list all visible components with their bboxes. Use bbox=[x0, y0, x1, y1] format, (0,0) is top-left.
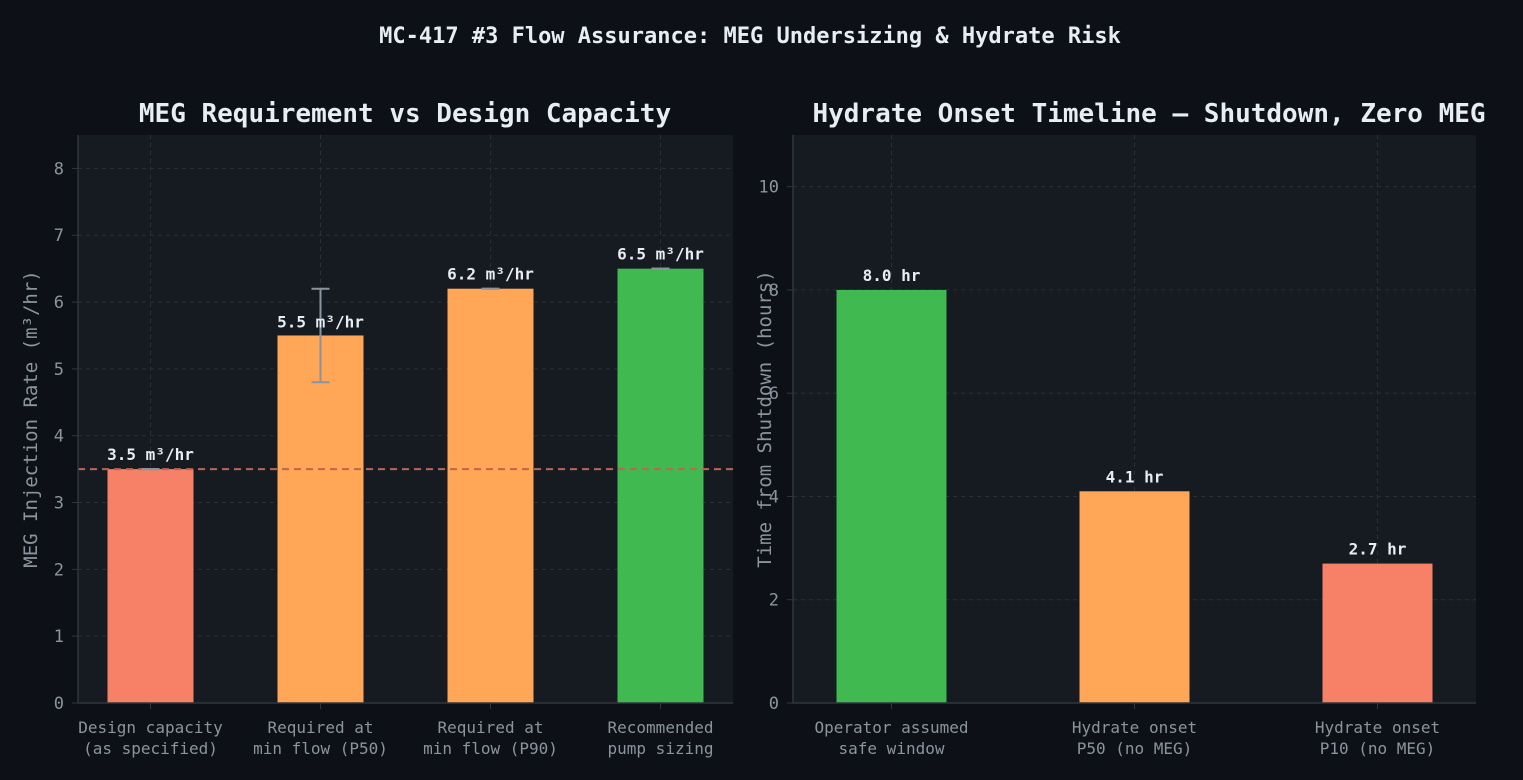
y-tick-label: 6 bbox=[54, 293, 64, 313]
error-bars bbox=[141, 267, 670, 471]
y-tick-label: 1 bbox=[54, 627, 64, 647]
value-label: 2.7 hr bbox=[1349, 540, 1407, 559]
y-tick-label: 8 bbox=[54, 159, 64, 179]
x-tick-label: safe window bbox=[839, 739, 945, 758]
hydrate-onset-chart: 8.0 hr 4.1 hr 2.7 hr 0 2 4 6 8 10 Operator assu… bbox=[754, 99, 1486, 758]
x-tick-label: pump sizing bbox=[608, 739, 714, 758]
y-tick-labels: 0 2 4 6 8 10 bbox=[759, 178, 779, 714]
x-tick-label: Recommended bbox=[608, 718, 714, 737]
meg-requirement-chart: 3.5 m³/hr 5.5 m³/hr 6.2 m³/hr 6.5 m³/hr 0 1 2… bbox=[20, 99, 733, 758]
bar bbox=[1079, 491, 1190, 703]
bar bbox=[107, 469, 194, 703]
figure-title: MC-417 #3 Flow Assurance: MEG Undersizin… bbox=[379, 24, 1121, 49]
y-axis-label: Time from Shutdown (hours) bbox=[754, 270, 776, 567]
y-tick-label: 0 bbox=[54, 694, 64, 714]
bar bbox=[277, 335, 364, 703]
y-tick-label: 5 bbox=[54, 360, 64, 380]
x-tick-label: Design capacity bbox=[78, 718, 223, 737]
x-tick-label: (as specified) bbox=[83, 739, 218, 758]
bar bbox=[617, 268, 704, 703]
y-tick-label: 2 bbox=[769, 591, 779, 611]
y-axis-label: MEG Injection Rate (m³/hr) bbox=[20, 270, 42, 567]
x-tick-label: Hydrate onset bbox=[1072, 718, 1197, 737]
bar bbox=[447, 288, 534, 703]
y-tick-label: 8 bbox=[769, 281, 779, 301]
y-tick-label: 7 bbox=[54, 226, 64, 246]
chart-title: Hydrate Onset Timeline — Shutdown, Zero … bbox=[812, 99, 1485, 129]
value-label: 6.5 m³/hr bbox=[617, 245, 704, 264]
x-tick-label: P10 (no MEG) bbox=[1320, 739, 1436, 758]
x-tick-label: Hydrate onset bbox=[1315, 718, 1440, 737]
value-label: 8.0 hr bbox=[863, 266, 921, 285]
bars bbox=[107, 268, 704, 703]
y-tick-label: 10 bbox=[759, 178, 779, 198]
x-tick-label: Operator assumed bbox=[814, 718, 968, 737]
value-labels: 3.5 m³/hr 5.5 m³/hr 6.2 m³/hr 6.5 m³/hr bbox=[107, 245, 704, 464]
x-tick-label: min flow (P90) bbox=[423, 739, 558, 758]
y-tick-labels: 0 1 2 3 4 5 6 7 8 bbox=[54, 159, 64, 714]
value-labels: 8.0 hr 4.1 hr 2.7 hr bbox=[863, 266, 1407, 559]
bars bbox=[836, 289, 1433, 703]
x-tick-label: Required at bbox=[268, 718, 374, 737]
axes bbox=[787, 135, 1476, 709]
value-label: 5.5 m³/hr bbox=[277, 312, 364, 331]
x-tick-labels: Design capacity (as specified) Required at… bbox=[78, 718, 713, 758]
y-tick-label: 3 bbox=[54, 494, 64, 514]
y-tick-label: 2 bbox=[54, 560, 64, 580]
bar bbox=[836, 289, 947, 703]
y-tick-label: 6 bbox=[769, 384, 779, 404]
axes bbox=[72, 135, 733, 709]
y-tick-label: 4 bbox=[769, 487, 779, 507]
value-label: 4.1 hr bbox=[1106, 467, 1164, 486]
x-tick-label: P50 (no MEG) bbox=[1077, 739, 1193, 758]
x-tick-label: min flow (P50) bbox=[253, 739, 388, 758]
x-tick-labels: Operator assumed safe window Hydrate onset… bbox=[814, 718, 1440, 758]
chart-title: MEG Requirement vs Design Capacity bbox=[139, 99, 671, 129]
value-label: 3.5 m³/hr bbox=[107, 445, 194, 464]
y-tick-label: 4 bbox=[54, 427, 64, 447]
y-tick-label: 0 bbox=[769, 694, 779, 714]
x-tick-label: Required at bbox=[438, 718, 544, 737]
value-label: 6.2 m³/hr bbox=[447, 265, 534, 284]
bar bbox=[1322, 563, 1433, 703]
